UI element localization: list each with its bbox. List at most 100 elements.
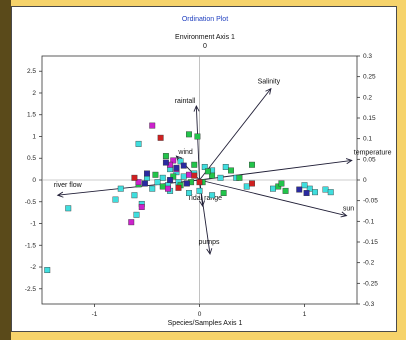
x-tick-label: 0 xyxy=(198,311,202,318)
vector-arrowhead xyxy=(193,105,200,112)
sample-point xyxy=(220,190,227,197)
vector-line xyxy=(199,179,347,217)
sample-point xyxy=(173,164,180,171)
x-tick-label: -1 xyxy=(92,311,98,318)
sample-point xyxy=(170,157,177,164)
sample-point xyxy=(133,211,140,218)
y-tick-label: 0.5 xyxy=(27,155,36,162)
sample-point xyxy=(165,185,171,192)
top-axis-label: Environment Axis 1 xyxy=(175,34,235,41)
sample-point xyxy=(135,140,142,147)
sample-point xyxy=(135,179,142,186)
sample-point xyxy=(249,180,255,187)
sample-point xyxy=(180,173,187,180)
y2-tick-label: -0.3 xyxy=(363,301,375,308)
vector-arrowhead xyxy=(199,200,206,208)
sample-point xyxy=(159,183,166,190)
y2-tick-label: 0.05 xyxy=(363,156,376,163)
sample-point xyxy=(228,167,234,174)
x-tick-label: 1 xyxy=(303,311,307,318)
sample-point xyxy=(243,183,250,190)
vector-label: pumps xyxy=(198,239,220,246)
sample-point xyxy=(149,122,156,129)
sample-point xyxy=(201,163,208,170)
left-margin-strip xyxy=(0,0,11,340)
sample-point xyxy=(149,185,156,192)
y2-tick-label: 0.2 xyxy=(363,94,372,101)
y2-tick-label: 0.3 xyxy=(363,53,372,60)
sample-point xyxy=(296,186,303,193)
sample-point xyxy=(170,173,177,180)
vector-arrowhead xyxy=(56,191,64,198)
sample-point xyxy=(236,174,243,181)
sample-point xyxy=(270,185,276,192)
sample-point xyxy=(154,179,161,186)
sample-point xyxy=(191,161,198,168)
y-tick-label: 1.5 xyxy=(27,112,36,119)
sample-point xyxy=(44,267,51,274)
sample-point xyxy=(209,172,216,179)
sample-point xyxy=(278,180,285,187)
sample-point xyxy=(322,186,329,193)
sample-point xyxy=(217,174,224,181)
sample-point xyxy=(194,133,201,140)
sample-point xyxy=(196,187,203,194)
sample-point xyxy=(112,196,119,203)
vector-label: temperature xyxy=(354,149,392,156)
sample-point xyxy=(180,162,187,169)
sample-point xyxy=(186,190,192,197)
y2-tick-label: 0.25 xyxy=(363,74,376,81)
environment-vectors: Salinity raintall wind temperature river flo… xyxy=(54,79,392,255)
y-tick-label: -1 xyxy=(30,221,36,228)
sample-point xyxy=(222,163,229,170)
sample-point xyxy=(204,168,211,175)
sample-point xyxy=(162,153,169,160)
sample-point xyxy=(131,192,138,199)
y-tick-label: -2.5 xyxy=(25,286,37,293)
sample-point xyxy=(65,205,72,212)
sample-point xyxy=(157,134,164,141)
sample-point xyxy=(275,183,282,190)
vector-label: Salinity xyxy=(258,79,281,86)
vector-line xyxy=(199,88,272,181)
sample-point xyxy=(128,219,135,226)
top-axis-tick-label: 0 xyxy=(203,43,207,50)
vector-arrowhead xyxy=(340,211,348,218)
sample-point xyxy=(117,185,124,192)
y2-tick-label: -0.25 xyxy=(363,280,378,287)
y2-tick-label: -0.05 xyxy=(363,198,378,205)
sample-point xyxy=(282,187,289,194)
sample-point xyxy=(196,179,203,186)
vector-arrowhead xyxy=(265,87,272,95)
sample-point xyxy=(186,171,192,178)
y-tick-label: 1 xyxy=(32,133,36,140)
vector-label: Tidal range xyxy=(187,195,222,202)
y-tick-label: -0.5 xyxy=(25,199,37,206)
sample-point xyxy=(162,159,169,166)
vector-line xyxy=(195,106,200,181)
sample-point xyxy=(144,170,150,177)
y2-tick-label: 0.1 xyxy=(363,136,372,143)
sample-point xyxy=(141,180,148,187)
vector-arrowhead xyxy=(175,155,183,162)
y-tick-label: 2.5 xyxy=(27,68,36,75)
y2-tick-label: -0.1 xyxy=(363,218,375,225)
vector-arrowhead xyxy=(206,248,213,255)
sample-point xyxy=(301,182,308,189)
sample-point xyxy=(209,192,216,199)
sample-point xyxy=(183,180,190,187)
sample-points xyxy=(44,122,334,274)
y2-tick-label: 0.15 xyxy=(363,115,376,122)
sample-point xyxy=(152,171,159,178)
vector-label: raintall xyxy=(175,98,196,105)
sample-point xyxy=(175,184,182,191)
y-tick-label: -1.5 xyxy=(25,242,37,249)
sample-point xyxy=(249,161,255,168)
vector-line xyxy=(199,159,352,181)
vector-label: river flow xyxy=(54,182,83,189)
x-axis-label: Species/Samples Axis 1 xyxy=(168,320,243,327)
sample-point xyxy=(306,185,313,192)
y-tick-label: 2 xyxy=(32,90,36,97)
vector-label: sun xyxy=(343,206,354,213)
